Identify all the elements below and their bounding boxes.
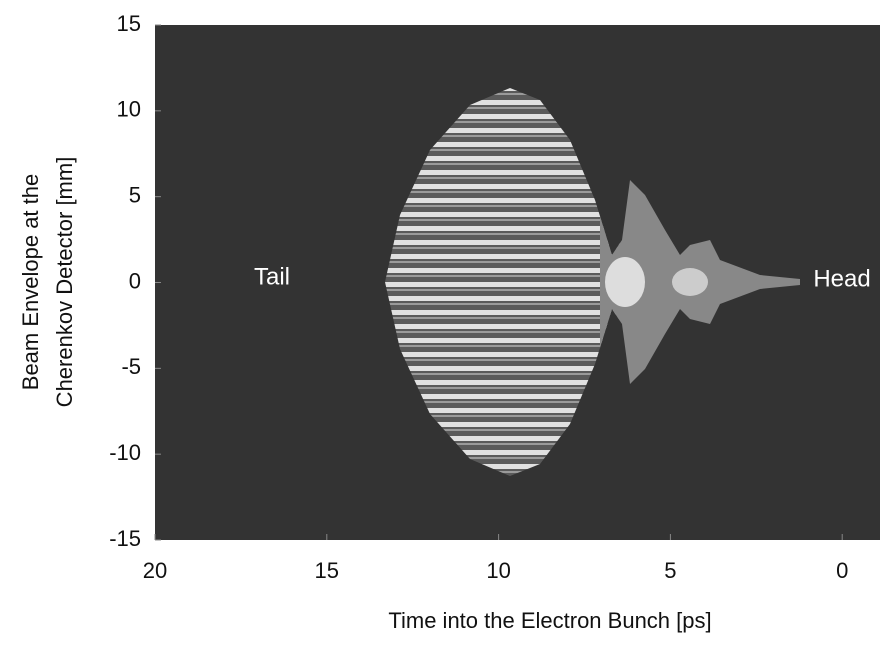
y-tick-label: -15 [109, 526, 141, 551]
y-axis-label: Cherenkov Detector [mm] [52, 157, 77, 408]
annotation: Tail [254, 263, 290, 290]
x-tick-label: 0 [836, 558, 848, 583]
annotation: Head [813, 265, 870, 292]
y-tick-label: -10 [109, 440, 141, 465]
x-tick-label: 10 [486, 558, 510, 583]
x-tick-label: 5 [664, 558, 676, 583]
y-tick-label: 15 [117, 11, 141, 36]
x-axis-label: Time into the Electron Bunch [ps] [388, 608, 711, 633]
y-tick-label: 10 [117, 97, 141, 122]
y-tick-label: -5 [121, 354, 141, 379]
y-tick-label: 0 [129, 268, 141, 293]
x-tick-label: 20 [143, 558, 167, 583]
y-tick-label: 5 [129, 182, 141, 207]
x-tick-label: 15 [315, 558, 339, 583]
y-axis-label: Beam Envelope at the [18, 174, 43, 390]
